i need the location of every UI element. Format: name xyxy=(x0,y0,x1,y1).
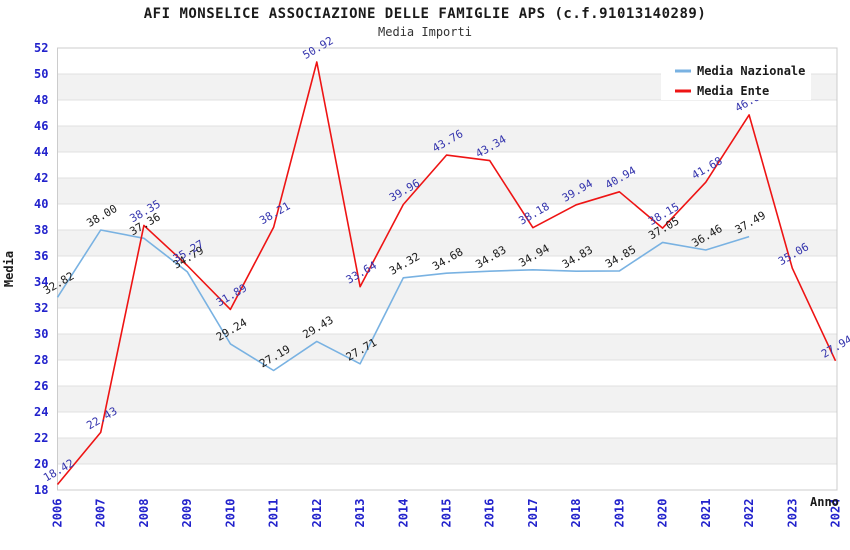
x-tick-label: 2012 xyxy=(310,499,324,528)
x-tick-label: 2023 xyxy=(785,499,799,528)
plot-band xyxy=(57,126,837,152)
x-tick-label: 2013 xyxy=(353,499,367,528)
y-tick-label: 22 xyxy=(34,431,48,445)
legend-label: Media Nazionale xyxy=(697,64,805,78)
y-tick-label: 48 xyxy=(34,93,48,107)
x-tick-label: 2021 xyxy=(699,499,713,528)
plot-band xyxy=(57,282,837,308)
x-tick-label: 2017 xyxy=(526,499,540,528)
plot-band xyxy=(57,412,837,438)
x-tick-label: 2008 xyxy=(137,499,151,528)
chart-title: AFI MONSELICE ASSOCIAZIONE DELLE FAMIGLI… xyxy=(143,6,707,22)
plot-band xyxy=(57,308,837,334)
chart-subtitle: Media Importi xyxy=(378,25,472,39)
y-tick-label: 44 xyxy=(34,145,48,159)
y-tick-label: 36 xyxy=(34,249,48,263)
plot-band xyxy=(57,386,837,412)
x-tick-label: 2006 xyxy=(51,499,65,528)
plot-band xyxy=(57,178,837,204)
plot-band xyxy=(57,256,837,282)
y-axis-title: Media xyxy=(2,251,16,287)
y-tick-label: 28 xyxy=(34,353,48,367)
y-tick-label: 18 xyxy=(34,483,48,497)
x-tick-label: 2007 xyxy=(94,499,108,528)
plot-band xyxy=(57,438,837,464)
x-tick-label: 2015 xyxy=(440,499,454,528)
legend-label: Media Ente xyxy=(697,84,769,98)
plot-band xyxy=(57,204,837,230)
x-tick-label: 2018 xyxy=(569,499,583,528)
y-tick-label: 24 xyxy=(34,405,48,419)
series-line-media-nazionale xyxy=(56,229,750,372)
y-tick-label: 20 xyxy=(34,457,48,471)
x-tick-label: 2010 xyxy=(223,499,237,528)
y-tick-label: 52 xyxy=(34,41,48,55)
series-line-media-ente xyxy=(56,61,837,486)
x-tick-label: 2016 xyxy=(483,499,497,528)
plot-band xyxy=(57,360,837,386)
plot-band xyxy=(57,230,837,256)
y-tick-label: 46 xyxy=(34,119,48,133)
x-tick-label: 2020 xyxy=(656,499,670,528)
y-tick-label: 38 xyxy=(34,223,48,237)
y-tick-label: 30 xyxy=(34,327,48,341)
x-tick-label: 2009 xyxy=(180,499,194,528)
y-tick-label: 32 xyxy=(34,301,48,315)
y-tick-label: 50 xyxy=(34,67,48,81)
y-tick-label: 26 xyxy=(34,379,48,393)
plot-band xyxy=(57,334,837,360)
y-tick-label: 34 xyxy=(34,275,48,289)
plot-band xyxy=(57,100,837,126)
y-tick-label: 40 xyxy=(34,197,48,211)
y-tick-label: 42 xyxy=(34,171,48,185)
x-tick-label: 2024 xyxy=(829,499,843,528)
x-tick-label: 2019 xyxy=(612,499,626,528)
plot-band xyxy=(57,152,837,178)
x-axis-title: Anno xyxy=(810,495,839,509)
x-tick-label: 2022 xyxy=(742,499,756,528)
plot-border xyxy=(57,47,838,491)
x-tick-label: 2014 xyxy=(396,499,410,528)
plot-band xyxy=(57,464,837,490)
x-tick-label: 2011 xyxy=(267,499,281,528)
